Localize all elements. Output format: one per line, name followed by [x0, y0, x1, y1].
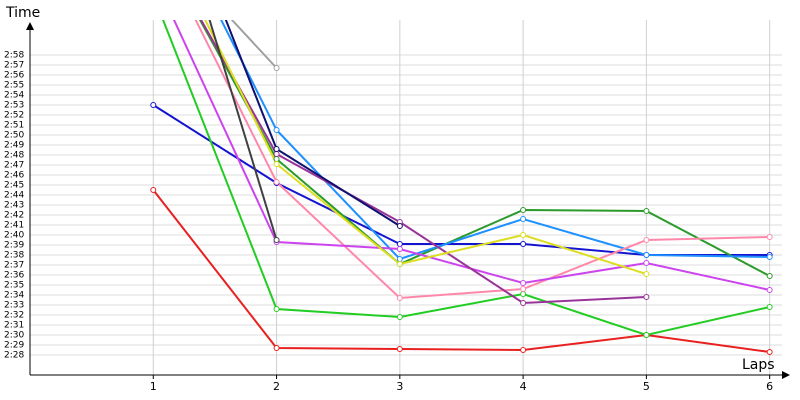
data-point — [273, 156, 280, 162]
data-point — [273, 146, 280, 152]
data-point — [396, 256, 403, 262]
data-point — [273, 345, 280, 351]
y-tick-label: 2:40 — [4, 231, 24, 241]
data-point — [520, 280, 527, 286]
y-tick-label: 2:55 — [4, 81, 24, 91]
x-tick-label: 1 — [150, 380, 157, 393]
data-point — [273, 127, 280, 133]
data-point — [396, 314, 403, 320]
data-point — [643, 260, 650, 266]
data-point — [150, 187, 157, 193]
y-tick-label: 2:52 — [4, 111, 24, 121]
data-point — [520, 300, 527, 306]
y-axis-label: Time — [5, 5, 40, 21]
data-point — [396, 241, 403, 247]
data-point — [273, 179, 280, 185]
series-line — [194, 20, 770, 300]
y-tick-label: 2:42 — [4, 211, 24, 221]
y-tick-label: 2:50 — [4, 131, 24, 141]
data-point — [643, 252, 650, 258]
data-point — [643, 237, 650, 243]
data-point — [766, 287, 773, 293]
data-point — [150, 102, 157, 108]
data-point — [273, 65, 280, 71]
data-point — [520, 286, 527, 292]
x-tick-label: 6 — [766, 380, 773, 393]
data-point — [643, 332, 650, 338]
y-tick-label: 2:51 — [4, 121, 24, 131]
y-tick-label: 2:56 — [4, 71, 24, 81]
y-tick-label: 2:31 — [4, 321, 24, 331]
grid — [30, 20, 782, 375]
y-axis-arrow — [26, 22, 34, 30]
y-tick-label: 2:37 — [4, 261, 24, 271]
y-tick-label: 2:38 — [4, 251, 24, 261]
data-point — [520, 232, 527, 238]
data-point — [643, 271, 650, 277]
data-point — [766, 254, 773, 260]
data-point — [396, 261, 403, 267]
data-point — [766, 304, 773, 310]
y-tick-label: 2:45 — [4, 181, 24, 191]
data-point — [273, 237, 280, 243]
y-tick-label: 2:33 — [4, 301, 24, 311]
series-line — [230, 20, 278, 69]
data-point — [396, 346, 403, 352]
data-point — [273, 306, 280, 312]
y-tick-label: 2:34 — [4, 291, 24, 301]
y-tick-label: 2:48 — [4, 151, 24, 161]
y-tick-label: 2:46 — [4, 171, 24, 181]
data-point — [643, 294, 650, 300]
data-point — [520, 207, 527, 213]
y-tick-label: 2:32 — [4, 311, 24, 321]
data-point — [396, 246, 403, 252]
x-axis-label: Laps — [742, 357, 775, 373]
y-tick-label: 2:53 — [4, 101, 24, 111]
plot-area — [150, 20, 773, 355]
y-tick-label: 2:39 — [4, 241, 24, 251]
y-tick-label: 2:29 — [4, 341, 24, 351]
y-tick-label: 2:58 — [4, 51, 24, 61]
data-point — [766, 273, 773, 279]
y-tick-label: 2:44 — [4, 191, 24, 201]
series-line — [172, 20, 770, 291]
y-tick-label: 2:30 — [4, 331, 24, 341]
y-tick-label: 2:43 — [4, 201, 24, 211]
data-point — [273, 151, 280, 157]
y-tick-label: 2:36 — [4, 271, 24, 281]
x-tick-label: 4 — [520, 380, 527, 393]
data-point — [520, 241, 527, 247]
data-point — [766, 349, 773, 355]
data-point — [766, 234, 773, 240]
y-tick-label: 2:57 — [4, 61, 24, 71]
y-tick-label: 2:54 — [4, 91, 24, 101]
y-tick-label: 2:41 — [4, 221, 24, 231]
series-line — [220, 20, 770, 261]
x-axis-arrow — [782, 371, 790, 379]
series-line — [208, 20, 278, 241]
series-line — [152, 189, 770, 353]
data-point — [520, 291, 527, 297]
series-line — [162, 20, 770, 337]
y-tick-label: 2:47 — [4, 161, 24, 171]
x-tick-label: 5 — [643, 380, 650, 393]
data-point — [396, 223, 403, 229]
data-point — [273, 161, 280, 167]
data-point — [520, 347, 527, 353]
y-tick-label: 2:49 — [4, 141, 24, 151]
data-point — [643, 208, 650, 214]
y-tick-label: 2:28 — [4, 351, 24, 361]
data-point — [396, 295, 403, 301]
x-tick-label: 3 — [396, 380, 403, 393]
y-tick-label: 2:35 — [4, 281, 24, 291]
x-tick-label: 2 — [273, 380, 280, 393]
data-point — [520, 216, 527, 222]
